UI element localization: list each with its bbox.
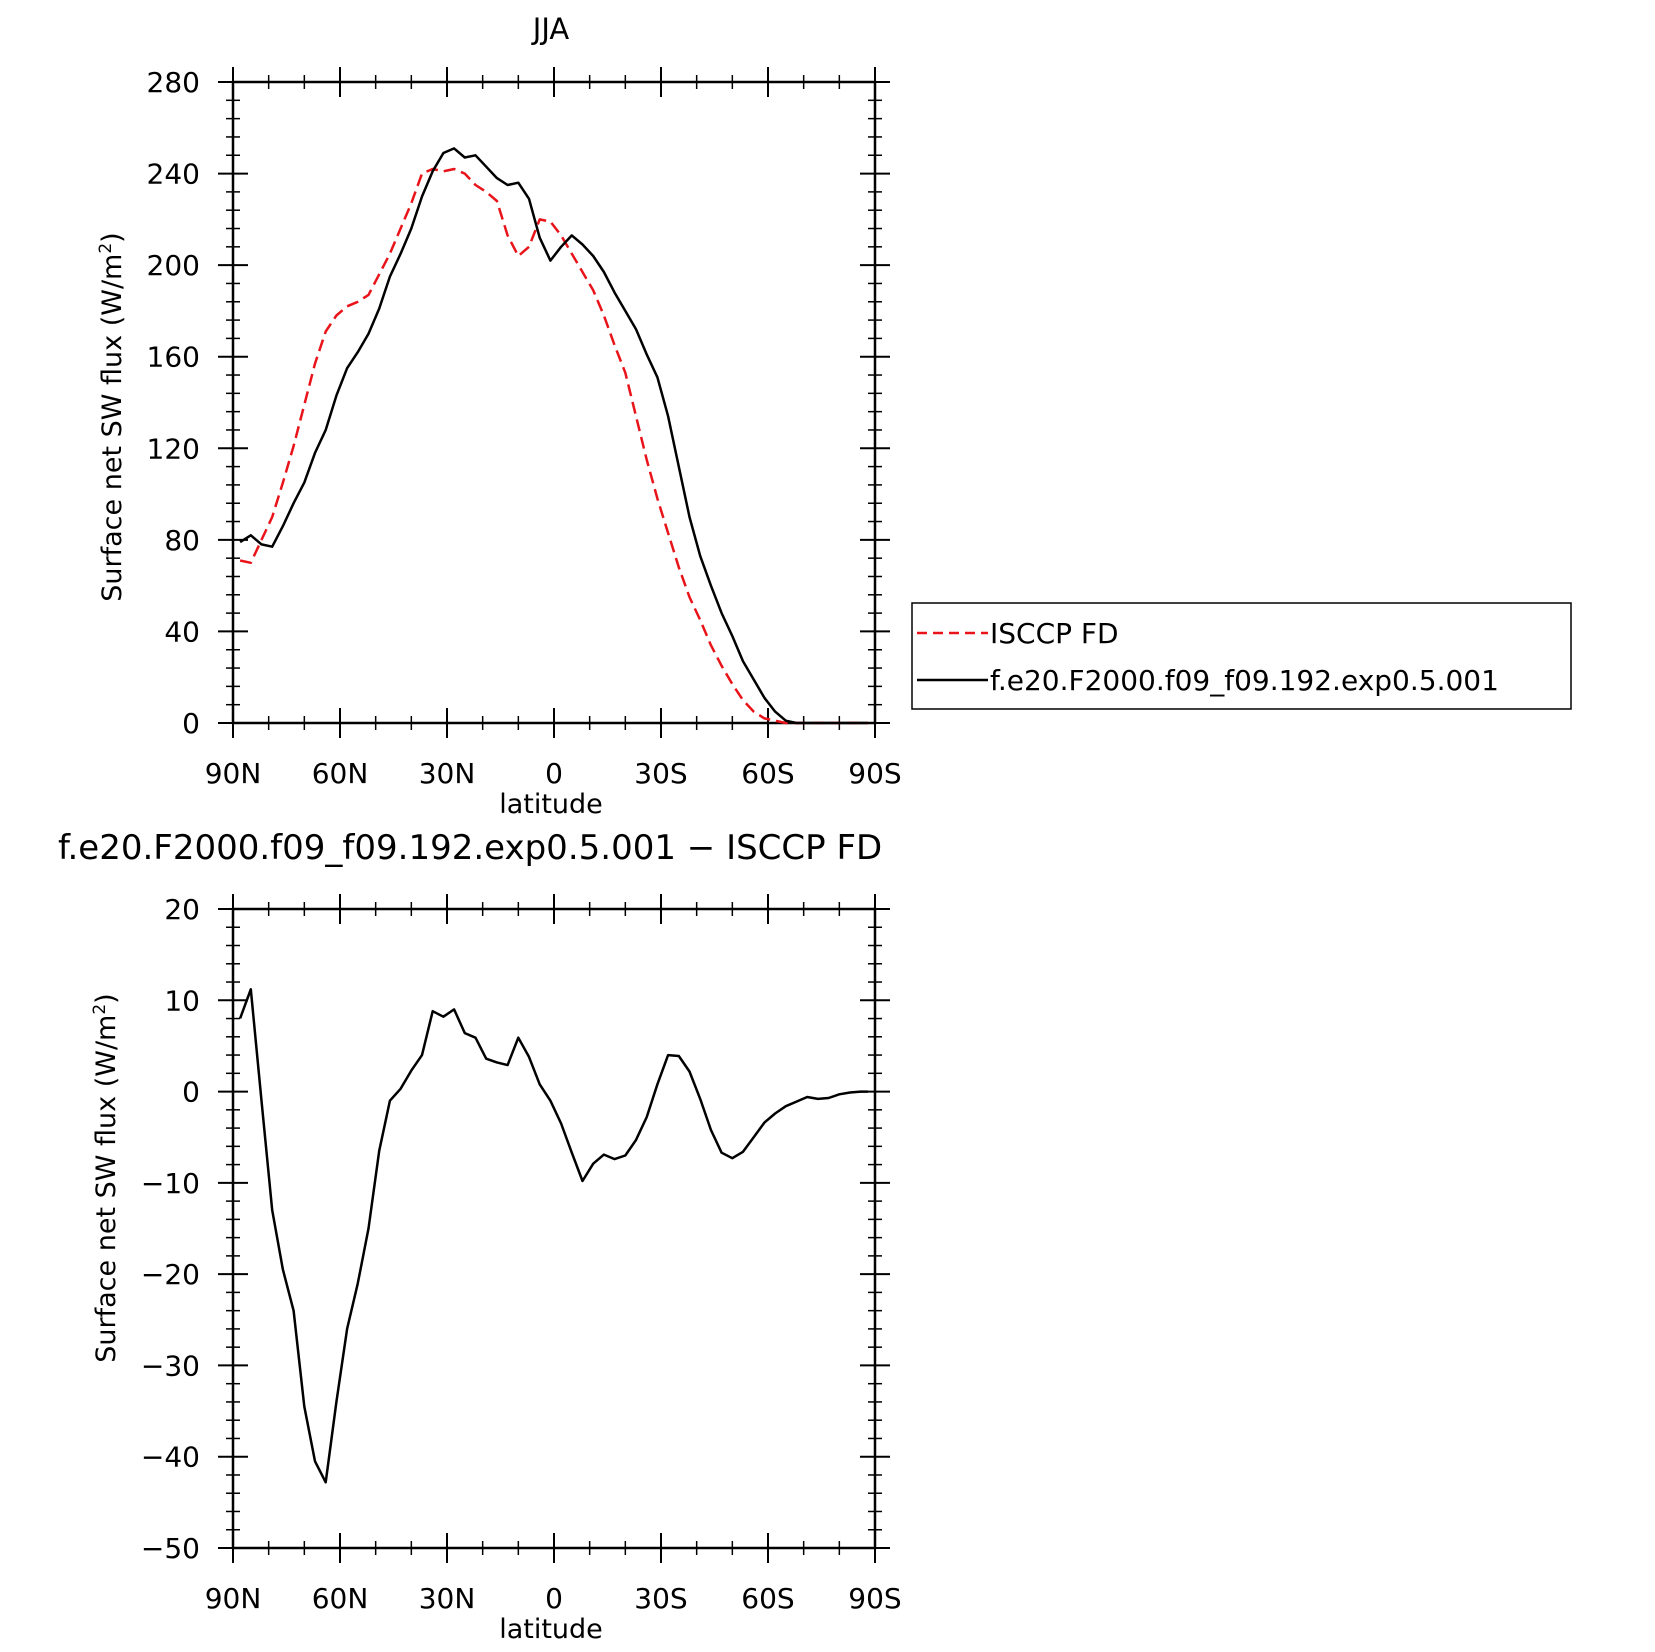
y-tick-label: 40 xyxy=(164,615,200,648)
legend: ISCCP FD f.e20.F2000.f09_f09.192.exp0.5.… xyxy=(911,602,1572,710)
x-tick-label: 30S xyxy=(634,757,687,790)
y-tick-label: 240 xyxy=(147,158,200,191)
y-tick-label: 0 xyxy=(182,707,200,740)
top-panel-axes: 0 40 80 120 160 200 240 280 90N 60N 30N 0 30S 60S 90S xyxy=(147,66,902,790)
y-tick-label: −10 xyxy=(141,1167,200,1200)
x-tick-label: 30N xyxy=(419,757,476,790)
x-tick-label: 90S xyxy=(848,757,901,790)
top-panel-y-axis-label: Surface net SW flux (W/m2) xyxy=(96,232,128,601)
bottom-panel: f.e20.F2000.f09_f09.192.exp0.5.001 − ISC… xyxy=(58,828,902,1645)
top-panel-x-axis-label: latitude xyxy=(499,789,603,820)
bottom-panel-x-axis-label: latitude xyxy=(499,1614,603,1645)
y-tick-label: −40 xyxy=(141,1441,200,1474)
legend-label-model: f.e20.F2000.f09_f09.192.exp0.5.001 xyxy=(990,664,1499,697)
bottom-panel-y-axis-label: Surface net SW flux (W/m2) xyxy=(90,993,122,1362)
x-tick-label: 90N xyxy=(205,757,262,790)
y-tick-label: 20 xyxy=(164,893,200,926)
x-tick-label: 30N xyxy=(419,1582,476,1615)
x-tick-label: 0 xyxy=(545,1582,563,1615)
y-tick-label: −50 xyxy=(141,1532,200,1565)
x-tick-label: 60S xyxy=(741,1582,794,1615)
x-tick-label: 90S xyxy=(848,1582,901,1615)
series-line-isccp-fd xyxy=(239,167,868,725)
x-tick-label: 60N xyxy=(312,1582,369,1615)
x-tick-label: 0 xyxy=(545,757,563,790)
top-panel-title: JJA xyxy=(531,12,570,46)
legend-box xyxy=(911,602,1572,710)
y-tick-label: −30 xyxy=(141,1349,200,1382)
plot-frame xyxy=(231,80,877,725)
x-tick-label: 90N xyxy=(205,1582,262,1615)
top-panel: JJA Surface net SW flux (W/m2) latitude … xyxy=(96,12,902,820)
y-tick-label: 80 xyxy=(164,524,200,557)
bottom-panel-axes: −50 −40 −30 −20 −10 0 10 20 90N 60N 30N 0 30S 60S 90S xyxy=(141,893,902,1615)
y-tick-label: 0 xyxy=(182,1076,200,1109)
y-tick-label: 10 xyxy=(164,984,200,1017)
top-panel-series xyxy=(239,147,868,725)
y-tick-label: 280 xyxy=(147,66,200,99)
x-tick-label: 30S xyxy=(634,1582,687,1615)
legend-label-isccp: ISCCP FD xyxy=(990,617,1119,650)
series-line-difference xyxy=(238,988,868,1484)
y-tick-label: −20 xyxy=(141,1258,200,1291)
x-tick-label: 60N xyxy=(312,757,369,790)
y-tick-label: 200 xyxy=(147,249,200,282)
x-tick-label: 60S xyxy=(741,757,794,790)
y-tick-label: 120 xyxy=(147,432,200,465)
series-line-f-e20-f2000-f09-f09-192-exp0-5-001 xyxy=(239,147,868,725)
bottom-panel-series xyxy=(238,988,868,1484)
y-tick-label: 160 xyxy=(147,341,200,374)
bottom-panel-title: f.e20.F2000.f09_f09.192.exp0.5.001 − ISC… xyxy=(58,828,882,868)
